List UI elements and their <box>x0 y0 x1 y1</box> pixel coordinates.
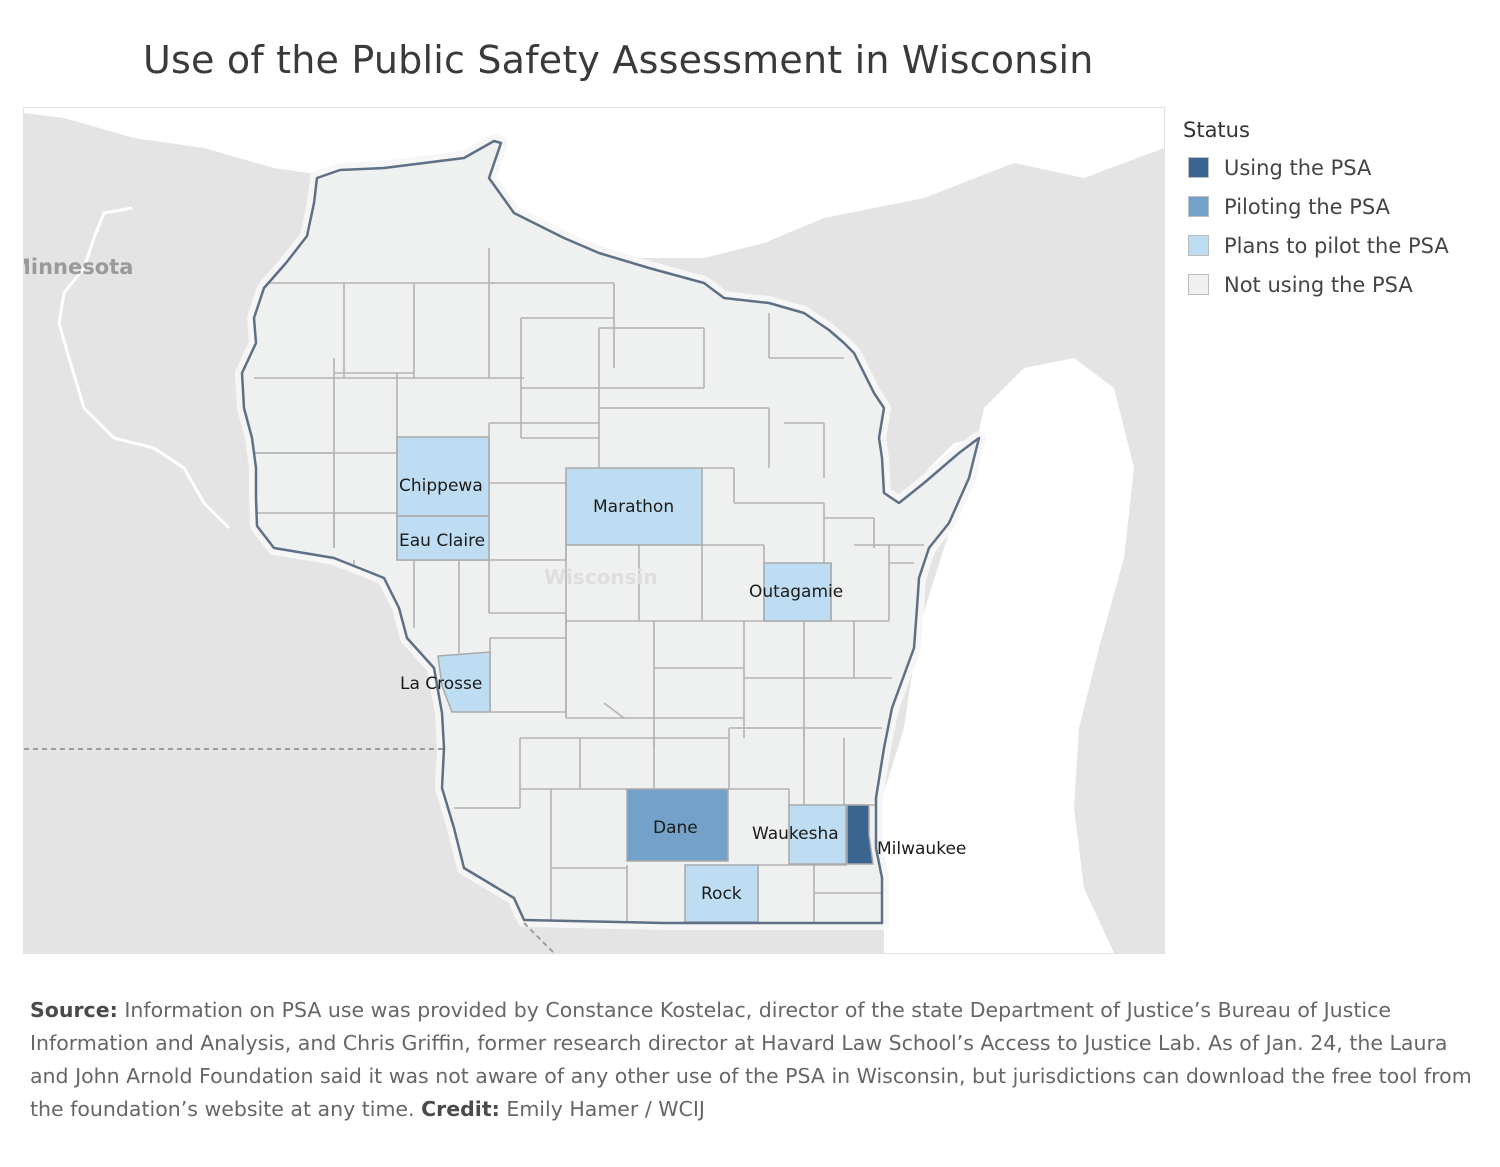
source-label: Source: <box>30 998 118 1022</box>
legend-swatch-piloting <box>1188 196 1209 217</box>
legend-item-piloting[interactable]: Piloting the PSA <box>1183 187 1449 226</box>
state-border-dashed-se <box>523 922 555 953</box>
legend-swatch-using <box>1188 157 1209 178</box>
wisconsin-watermark: Wisconsin <box>544 565 658 589</box>
label-outagamie: Outagamie <box>749 582 843 602</box>
label-rock: Rock <box>701 884 742 904</box>
lake-michigan <box>879 358 1134 953</box>
label-marathon: Marathon <box>593 497 674 517</box>
minnesota-label: Minnesota <box>24 255 133 279</box>
source-text: Information on PSA use was provided by C… <box>30 998 1472 1121</box>
legend-swatch-plans <box>1188 235 1209 256</box>
map-area[interactable]: Minnesota Wisconsin Chippewa Eau Claire … <box>23 107 1165 954</box>
county-dane[interactable] <box>626 788 729 862</box>
label-eau-claire: Eau Claire <box>399 531 485 551</box>
legend-label: Piloting the PSA <box>1224 194 1390 219</box>
wisconsin-outline <box>240 139 981 925</box>
legend: Status Using the PSA Piloting the PSA Pl… <box>1183 118 1449 304</box>
legend-label: Not using the PSA <box>1224 272 1413 297</box>
label-dane: Dane <box>653 818 698 838</box>
minnesota-river <box>57 206 231 530</box>
label-la-crosse: La Crosse <box>400 674 482 694</box>
county-outagamie[interactable] <box>763 562 832 622</box>
credit-label: Credit: <box>421 1097 500 1121</box>
lake-superior <box>24 108 1164 258</box>
county-waukesha[interactable] <box>788 804 847 865</box>
map-title: Use of the Public Safety Assessment in W… <box>143 38 1094 82</box>
legend-item-not-using[interactable]: Not using the PSA <box>1183 265 1449 304</box>
legend-title: Status <box>1183 118 1250 142</box>
county-milwaukee[interactable] <box>846 804 874 865</box>
county-la-crosse[interactable] <box>437 651 491 713</box>
highlighted-counties[interactable] <box>396 436 874 923</box>
legend-swatch-not-using <box>1188 274 1209 295</box>
label-milwaukee: Milwaukee <box>877 839 966 859</box>
source-note: Source: Information on PSA use was provi… <box>30 994 1480 1126</box>
legend-item-using[interactable]: Using the PSA <box>1183 148 1449 187</box>
legend-label: Using the PSA <box>1224 155 1372 180</box>
legend-item-plans[interactable]: Plans to pilot the PSA <box>1183 226 1449 265</box>
wisconsin-county-map[interactable]: Minnesota Wisconsin Chippewa Eau Claire … <box>24 108 1164 953</box>
credit-text: Emily Hamer / WCIJ <box>506 1097 705 1121</box>
label-waukesha: Waukesha <box>752 824 839 844</box>
county-border <box>603 702 625 719</box>
legend-label: Plans to pilot the PSA <box>1224 233 1449 258</box>
county-eau-claire[interactable] <box>396 515 490 561</box>
label-chippewa: Chippewa <box>399 476 483 496</box>
county-marathon[interactable] <box>565 467 703 546</box>
